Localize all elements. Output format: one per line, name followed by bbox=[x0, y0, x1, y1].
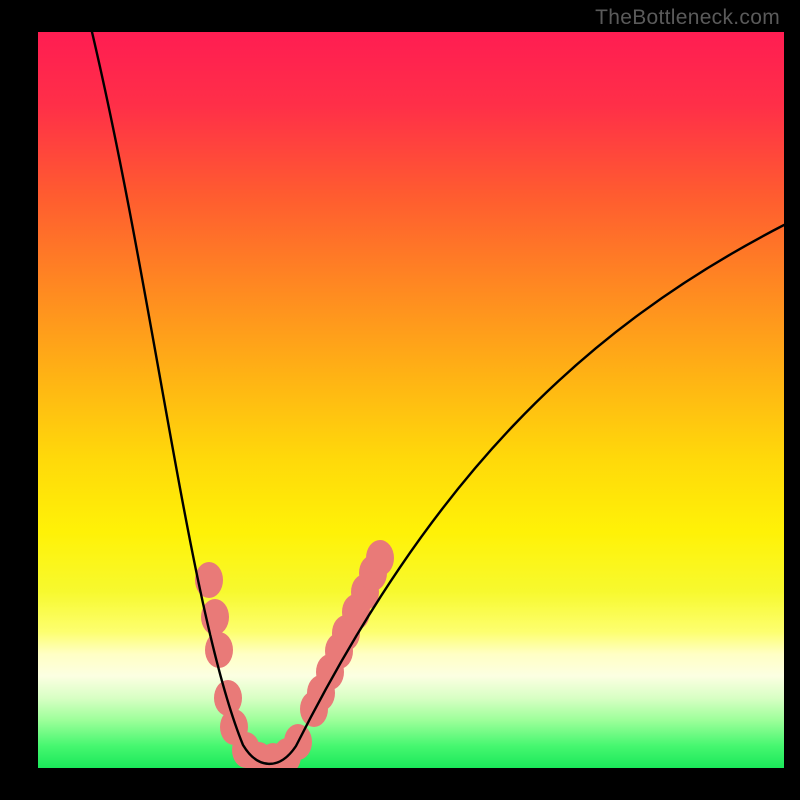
chart-stage: TheBottleneck.com bbox=[0, 0, 800, 800]
watermark-text: TheBottleneck.com bbox=[595, 6, 780, 30]
chart-svg bbox=[0, 0, 800, 800]
